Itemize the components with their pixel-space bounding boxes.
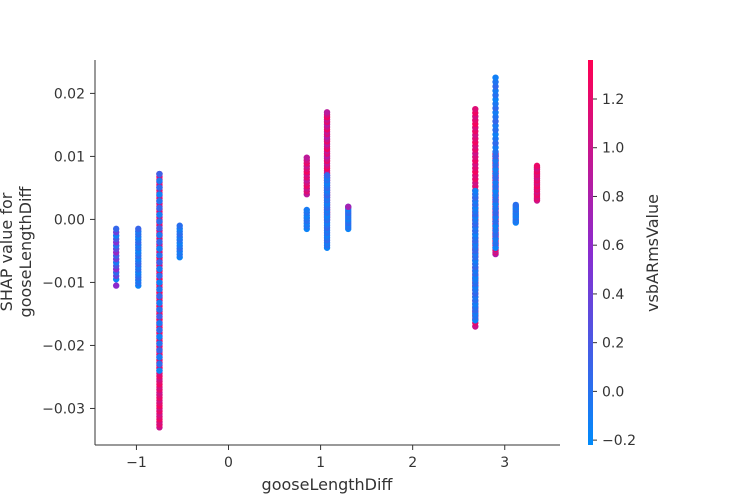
data-point <box>112 282 120 289</box>
y-axis-title-line2: gooseLengthDiff <box>16 186 35 318</box>
y-tick-label: 0.01 <box>54 149 85 165</box>
colorbar-title: vsbARmsValue <box>643 194 662 312</box>
colorbar-tick-label: −0.2 <box>602 433 636 449</box>
data-point <box>323 109 331 116</box>
data-point <box>156 218 163 225</box>
x-tick-label: 0 <box>224 455 233 471</box>
data-point <box>156 279 163 286</box>
data-point <box>156 265 163 273</box>
data-point <box>512 201 519 209</box>
data-point <box>156 292 163 300</box>
data-point <box>156 204 163 212</box>
data-point <box>156 272 163 279</box>
x-tick-label: 3 <box>500 455 509 471</box>
scatter-points <box>112 74 541 431</box>
data-point <box>156 231 163 239</box>
y-tick-label: −0.01 <box>42 275 85 291</box>
data-point <box>156 367 163 374</box>
data-point <box>156 299 163 307</box>
data-point <box>156 177 163 185</box>
colorbar-tick-label: 0.8 <box>602 189 624 205</box>
x-tick-label: 2 <box>408 455 417 471</box>
colorbar-tick-label: 0.0 <box>602 384 624 400</box>
colorbar-tick-label: 0.6 <box>602 238 624 254</box>
data-point <box>156 333 163 340</box>
data-point <box>156 197 163 205</box>
data-point <box>492 74 499 81</box>
colorbar-tick-label: 1.2 <box>602 92 624 108</box>
colorbar-ticks: −0.2 0.0 0.2 0.4 0.6 0.8 1.0 1.2 <box>593 92 636 449</box>
x-axis-title: gooseLengthDiff <box>262 475 394 494</box>
data-point <box>303 206 310 214</box>
colorbar-tick-label: 0.2 <box>602 336 624 352</box>
data-point <box>156 211 163 218</box>
y-axis-ticks: −0.03 −0.02 −0.01 0.00 0.01 0.02 <box>42 86 95 417</box>
data-point <box>156 306 163 313</box>
colorbar-tick-label: 1.0 <box>602 141 624 157</box>
data-point <box>156 191 163 198</box>
data-point <box>112 225 120 233</box>
x-tick-label: −1 <box>126 455 147 471</box>
x-tick-label: 1 <box>316 455 325 471</box>
y-axis-title-line1: SHAP value for <box>0 192 16 311</box>
data-point <box>156 184 163 191</box>
colorbar <box>588 60 593 445</box>
data-point <box>472 187 479 195</box>
data-point <box>303 154 310 161</box>
data-point <box>156 252 163 259</box>
data-point <box>156 353 163 361</box>
data-point <box>156 286 163 293</box>
data-point <box>156 340 163 347</box>
data-point <box>156 225 163 232</box>
data-point <box>156 245 163 252</box>
y-tick-label: 0.02 <box>54 86 85 102</box>
data-point <box>156 170 163 178</box>
data-point <box>156 258 163 266</box>
data-point <box>323 172 331 179</box>
y-tick-label: 0.00 <box>54 212 85 228</box>
y-tick-label: −0.02 <box>42 338 85 354</box>
data-point <box>156 238 163 246</box>
data-point <box>345 203 352 211</box>
data-point <box>176 222 183 229</box>
data-point <box>156 360 163 368</box>
data-point <box>156 319 163 327</box>
colorbar-tick-label: 0.4 <box>602 287 624 303</box>
data-point <box>533 162 541 170</box>
data-point <box>156 313 163 320</box>
y-tick-label: −0.03 <box>42 401 85 417</box>
data-point <box>472 105 479 113</box>
x-axis-ticks: −1 0 1 2 3 <box>126 445 509 471</box>
data-point <box>156 326 163 334</box>
data-point <box>156 347 163 354</box>
data-point <box>135 225 142 233</box>
